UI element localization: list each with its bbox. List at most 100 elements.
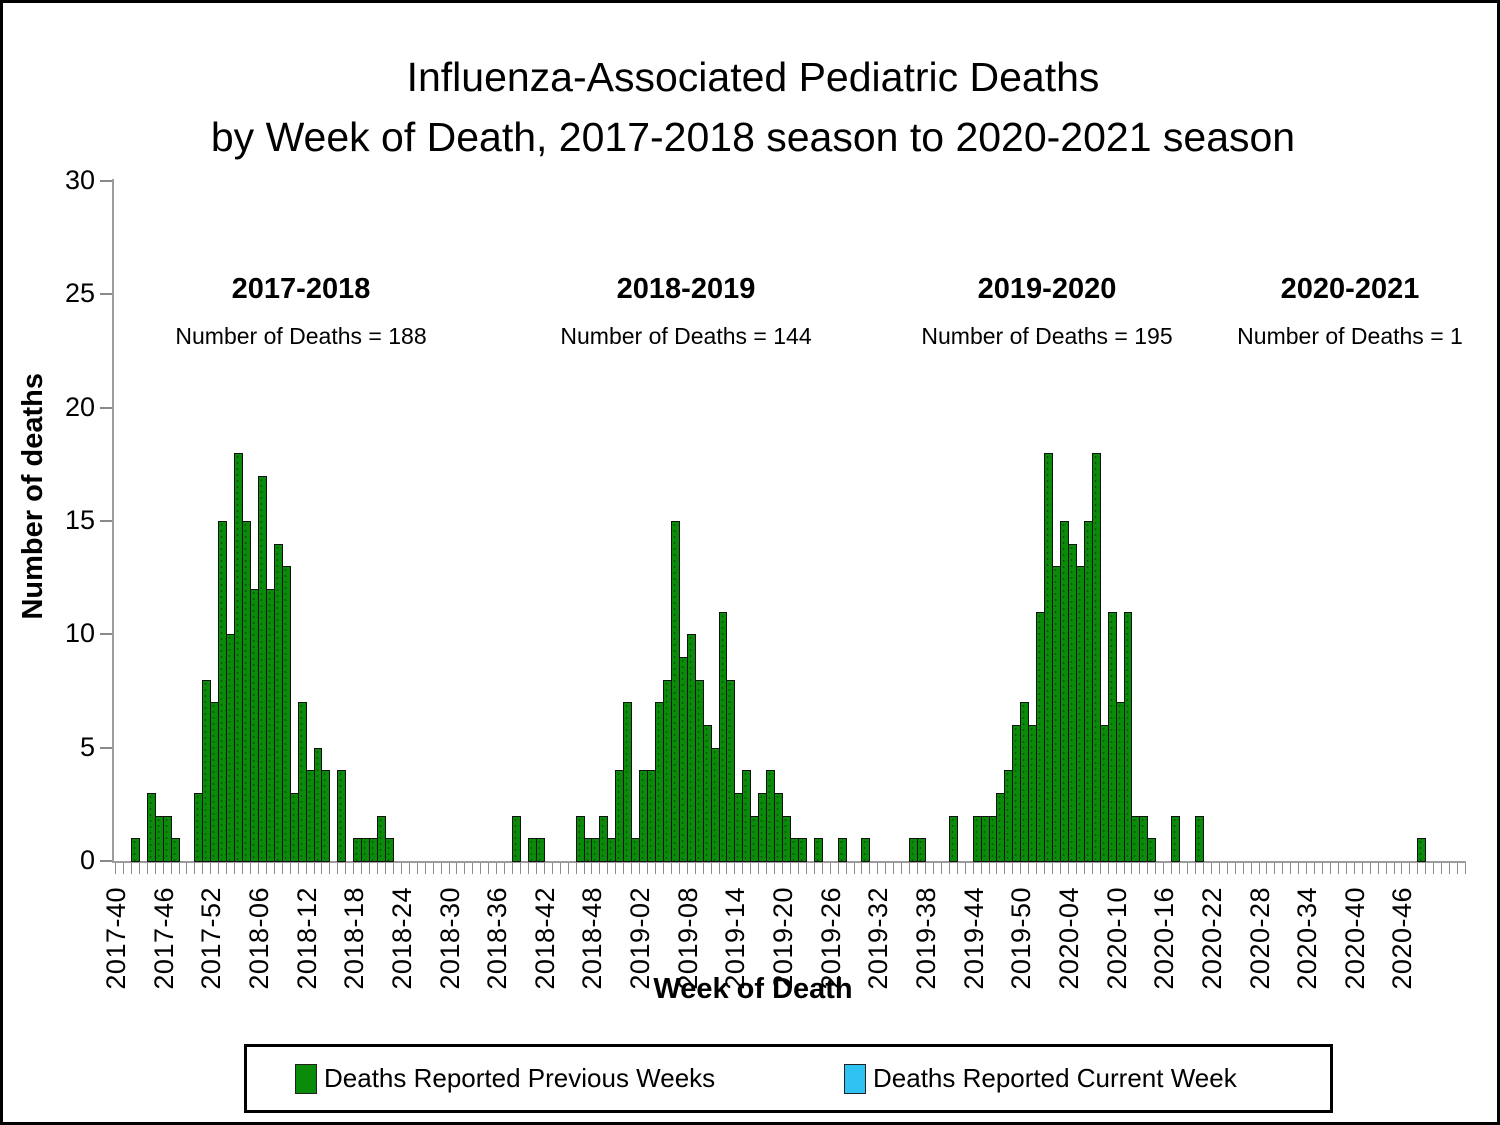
legend-swatch-blue [844, 1063, 866, 1094]
x-axis-tick [805, 863, 807, 874]
bar-week-2019-13 [726, 679, 736, 862]
x-axis-tick [178, 863, 180, 874]
x-axis-tick [639, 863, 641, 874]
x-axis-tick [361, 863, 363, 874]
x-axis-tick [1187, 863, 1189, 874]
x-axis-tick [1044, 863, 1046, 874]
y-axis-line [112, 179, 114, 863]
x-axis-tick [1369, 863, 1371, 874]
y-axis-tick-label: 15 [64, 505, 95, 535]
x-axis-tick [1171, 863, 1173, 874]
x-axis-tick [940, 863, 942, 874]
x-axis-tick [480, 863, 482, 874]
x-axis-tick [456, 863, 458, 874]
x-axis-tick [1425, 863, 1427, 874]
bar-week-2019-41 [948, 815, 958, 862]
x-axis-tick [1131, 863, 1133, 874]
x-axis-tick [662, 863, 664, 874]
x-axis-tick [337, 863, 339, 874]
x-axis-tick [504, 863, 506, 874]
x-axis-tick [1385, 863, 1387, 874]
bar-week-2019-37 [917, 838, 926, 862]
x-axis-tick [782, 863, 784, 874]
season-label: 2019-2020 [977, 273, 1117, 305]
x-axis-tick [1417, 863, 1419, 874]
x-axis-tick [1036, 863, 1038, 874]
x-axis-tick [956, 863, 958, 874]
x-axis-tick [1282, 863, 1284, 874]
x-axis-tick [440, 863, 442, 874]
x-axis-tick [1060, 863, 1061, 874]
bar-week-2019-27 [837, 838, 847, 862]
y-axis-tick-label: 0 [79, 845, 95, 875]
season-deaths-count: Number of Deaths = 144 [560, 323, 812, 349]
y-axis-tick [100, 180, 112, 182]
x-axis-tick [432, 863, 434, 874]
x-axis-tick [377, 863, 379, 874]
x-axis-tick [115, 863, 116, 874]
x-axis-tick [1345, 863, 1347, 874]
season-deaths-count: Number of Deaths = 195 [921, 323, 1173, 349]
x-axis-tick [726, 863, 728, 874]
x-axis-tick [1163, 863, 1165, 874]
x-axis-tick [1409, 863, 1411, 874]
x-axis-tick [813, 863, 815, 874]
x-axis-tick [392, 863, 394, 874]
x-axis-tick [289, 863, 291, 874]
x-axis-tick [909, 863, 911, 874]
x-axis-tick [1012, 863, 1014, 874]
bar-week-2020-07 [1091, 453, 1101, 862]
bar-week-2020-20 [1195, 815, 1204, 862]
x-axis-tick [837, 863, 839, 874]
x-axis-tick [130, 863, 132, 874]
x-axis-tick [575, 863, 577, 874]
x-axis-tick [1052, 863, 1054, 874]
x-axis-tick [1028, 863, 1030, 874]
x-axis-tick [1242, 863, 1244, 874]
x-axis-tick [885, 863, 887, 874]
x-axis-tick [972, 863, 974, 874]
x-axis-tick [917, 863, 919, 874]
x-axis-tick [1298, 863, 1300, 874]
bar-week-2018-22 [385, 838, 394, 862]
x-axis-tick [353, 863, 355, 874]
x-axis-tick [1337, 863, 1339, 874]
x-axis-tick [718, 863, 720, 874]
legend-label: Deaths Reported Current Week [873, 1063, 1237, 1093]
x-axis-tick [750, 863, 752, 874]
x-axis-tick [369, 863, 371, 874]
y-axis-tick [100, 746, 112, 749]
x-axis-tick [472, 863, 474, 874]
x-axis-tick [321, 863, 323, 874]
x-axis-tick [861, 863, 863, 874]
x-axis-tick [250, 863, 251, 874]
bar-week-2019-30 [861, 838, 871, 862]
x-axis-tick [1377, 863, 1379, 874]
x-axis-tick [853, 863, 855, 874]
x-axis-tick [416, 863, 418, 874]
x-axis-tick [607, 863, 609, 874]
x-axis-tick [1123, 863, 1125, 874]
chart-legend: Deaths Reported Previous Weeks Deaths Re… [244, 1044, 1333, 1113]
x-axis-tick [170, 863, 172, 874]
x-axis-tick [655, 863, 656, 874]
x-axis-tick [329, 863, 331, 874]
x-axis-tick [1465, 863, 1466, 874]
x-axis-tick [535, 863, 537, 874]
x-axis-tick [551, 863, 553, 874]
bar-week-2020-14 [1147, 838, 1157, 862]
x-axis-tick [980, 863, 982, 874]
season-label: 2020-2021 [1280, 273, 1420, 305]
x-axis-tick [1083, 863, 1085, 874]
y-axis-tick [100, 633, 112, 636]
x-axis-tick [1266, 863, 1268, 874]
x-axis-tick [1004, 863, 1006, 874]
bar-week-2018-52 [623, 702, 633, 862]
x-axis-tick [964, 863, 966, 874]
x-axis-tick [138, 863, 140, 874]
x-axis-tick [821, 863, 823, 874]
x-axis-tick [1322, 863, 1324, 874]
y-axis-tick [100, 520, 112, 522]
season-annotation-2019-2020: 2019-2020 Number of Deaths = 195 [921, 273, 1172, 350]
